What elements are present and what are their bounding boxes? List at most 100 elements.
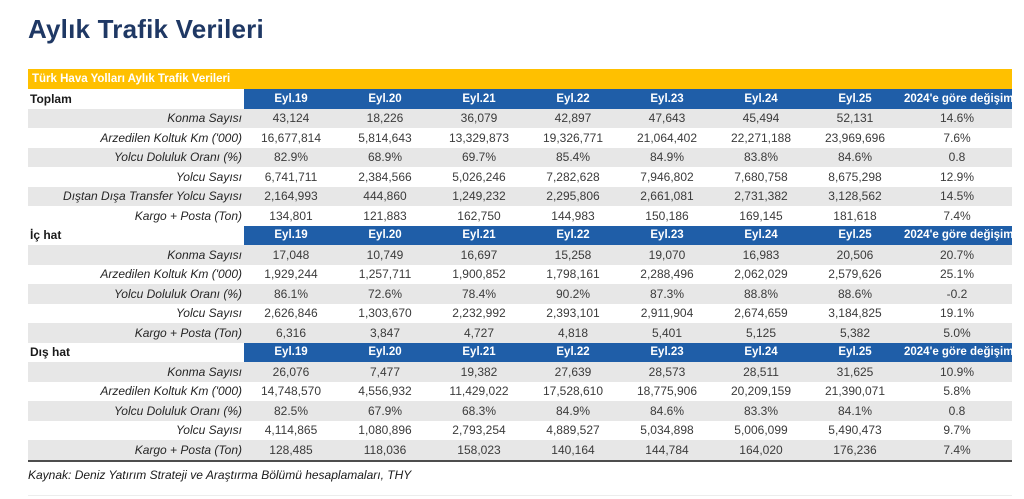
column-header: Eyl.21 bbox=[432, 89, 526, 109]
column-header: Eyl.21 bbox=[432, 342, 526, 362]
data-cell: 5,125 bbox=[714, 323, 808, 343]
data-cell: -0.2 bbox=[902, 284, 1012, 304]
data-cell: 7,282,628 bbox=[546, 169, 600, 184]
data-cell: 47,643 bbox=[620, 108, 714, 128]
data-cell: 144,983 bbox=[551, 208, 595, 223]
data-cell: 158,023 bbox=[432, 440, 526, 461]
data-row: Yolcu Doluluk Oranı (%) 82.5% 67.9% 68.3% 84… bbox=[28, 401, 1012, 421]
data-cell: 36,079 bbox=[432, 108, 526, 128]
data-cell: 1,900,852 bbox=[452, 267, 506, 282]
data-cell: 444,860 bbox=[338, 186, 432, 206]
data-cell: 25.1% bbox=[939, 267, 975, 282]
data-cell: 4,727 bbox=[432, 323, 526, 343]
data-cell: 27,639 bbox=[526, 362, 620, 382]
data-cell: 82.9% bbox=[244, 147, 338, 167]
data-cell: 67.9% bbox=[338, 401, 432, 421]
column-header: Eyl.20 bbox=[338, 89, 432, 109]
data-cell: 69.7% bbox=[432, 147, 526, 167]
row-label: Dıştan Dışa Transfer Yolcu Sayısı bbox=[28, 186, 244, 206]
data-cell: 22,271,188 bbox=[730, 130, 792, 145]
data-cell: 134,801 bbox=[269, 208, 313, 223]
row-label: Kargo + Posta (Ton) bbox=[134, 208, 242, 223]
data-cell: 16,677,814 bbox=[260, 130, 322, 145]
row-label: Kargo + Posta (Ton) bbox=[28, 323, 244, 343]
data-row: Yolcu Sayısı 2,626,846 1,303,670 2,232,992 2… bbox=[28, 304, 1012, 324]
data-cell: 17,048 bbox=[244, 245, 338, 265]
data-cell: 68.3% bbox=[432, 401, 526, 421]
data-cell: 118,036 bbox=[338, 440, 432, 461]
data-cell: 19.1% bbox=[939, 306, 975, 321]
data-cell: 7,477 bbox=[338, 362, 432, 382]
data-cell: 8,675,298 bbox=[828, 169, 882, 184]
column-header: Eyl.19 bbox=[244, 225, 338, 245]
data-cell: 28,573 bbox=[620, 362, 714, 382]
row-label: Yolcu Doluluk Oranı (%) bbox=[28, 401, 244, 421]
data-cell: 7.6% bbox=[943, 130, 971, 145]
report-page: Aylık Trafik Verileri Türk Hava Yolları … bbox=[28, 0, 1012, 482]
data-row: Yolcu Sayısı 4,114,865 1,080,896 2,793,254 4… bbox=[28, 421, 1012, 441]
column-header: Eyl.24 bbox=[714, 342, 808, 362]
data-cell: 4,556,932 bbox=[358, 384, 412, 399]
data-cell: 84.9% bbox=[620, 147, 714, 167]
data-cell: 45,494 bbox=[714, 108, 808, 128]
data-cell: 84.9% bbox=[526, 401, 620, 421]
data-cell: 19,326,771 bbox=[542, 130, 604, 145]
data-cell: 1,303,670 bbox=[358, 306, 412, 321]
data-cell: 88.8% bbox=[714, 284, 808, 304]
data-row: Arzedilen Koltuk Km ('000) 14,748,570 4,55… bbox=[28, 382, 1012, 402]
section-name: İç hat bbox=[28, 225, 244, 245]
data-cell: 20,209,159 bbox=[730, 384, 792, 399]
data-row: Arzedilen Koltuk Km ('000) 1,929,244 1,257… bbox=[28, 265, 1012, 285]
data-cell: 169,145 bbox=[739, 208, 783, 223]
data-cell: 20.7% bbox=[902, 245, 1012, 265]
row-label: Konma Sayısı bbox=[28, 362, 244, 382]
data-cell: 43,124 bbox=[244, 108, 338, 128]
data-cell: 83.3% bbox=[714, 401, 808, 421]
column-header: Eyl.22 bbox=[526, 342, 620, 362]
data-cell: 5,401 bbox=[620, 323, 714, 343]
data-cell: 176,236 bbox=[808, 440, 902, 461]
column-header: Eyl.24 bbox=[714, 225, 808, 245]
data-cell: 1,798,161 bbox=[546, 267, 600, 282]
row-label: Konma Sayısı bbox=[28, 108, 244, 128]
data-cell: 84.1% bbox=[808, 401, 902, 421]
row-label: Arzedilen Koltuk Km ('000) bbox=[100, 384, 242, 399]
data-cell: 28,511 bbox=[714, 362, 808, 382]
data-row: Dıştan Dışa Transfer Yolcu Sayısı 2,164,9… bbox=[28, 186, 1012, 206]
data-cell: 162,750 bbox=[457, 208, 501, 223]
data-cell: 1,929,244 bbox=[264, 267, 318, 282]
data-cell: 0.8 bbox=[902, 147, 1012, 167]
section-header-row: Toplam Eyl.19 Eyl.20 Eyl.21 Eyl.22 Eyl.23 Eyl.… bbox=[28, 89, 1012, 109]
data-cell: 84.6% bbox=[808, 147, 902, 167]
data-cell: 9.7% bbox=[943, 423, 971, 438]
data-cell: 6,316 bbox=[244, 323, 338, 343]
row-label: Yolcu Doluluk Oranı (%) bbox=[28, 147, 244, 167]
data-cell: 88.6% bbox=[808, 284, 902, 304]
column-header: Eyl.20 bbox=[338, 342, 432, 362]
row-label: Kargo + Posta (Ton) bbox=[28, 440, 244, 461]
data-cell: 4,114,865 bbox=[264, 423, 318, 438]
data-cell: 14.5% bbox=[902, 186, 1012, 206]
row-label: Konma Sayısı bbox=[28, 245, 244, 265]
column-header: Eyl.19 bbox=[244, 342, 338, 362]
data-cell: 2,579,626 bbox=[828, 267, 882, 282]
data-cell: 68.9% bbox=[338, 147, 432, 167]
data-cell: 17,528,610 bbox=[542, 384, 604, 399]
row-label: Yolcu Sayısı bbox=[175, 169, 242, 184]
data-row: Kargo + Posta (Ton) 128,485 118,036 158,023… bbox=[28, 440, 1012, 461]
data-cell: 3,128,562 bbox=[808, 186, 902, 206]
data-cell: 5,382 bbox=[808, 323, 902, 343]
column-header: 2024'e göre değişim bbox=[902, 89, 1012, 109]
data-cell: 7.4% bbox=[902, 440, 1012, 461]
section-header-row: Dış hat Eyl.19 Eyl.20 Eyl.21 Eyl.22 Eyl.23 Eyl… bbox=[28, 342, 1012, 362]
data-cell: 87.3% bbox=[620, 284, 714, 304]
data-cell: 10.9% bbox=[902, 362, 1012, 382]
data-cell: 2,384,566 bbox=[358, 169, 412, 184]
data-row: Konma Sayısı 26,076 7,477 19,382 27,639 28,57… bbox=[28, 362, 1012, 382]
source-note: Kaynak: Deniz Yatırım Strateji ve Araştı… bbox=[28, 467, 412, 482]
table-banner: Türk Hava Yolları Aylık Trafik Verileri bbox=[28, 69, 1012, 89]
data-cell: 2,731,382 bbox=[714, 186, 808, 206]
data-cell: 7,680,758 bbox=[734, 169, 788, 184]
data-cell: 144,784 bbox=[620, 440, 714, 461]
data-cell: 2,911,904 bbox=[640, 306, 694, 321]
